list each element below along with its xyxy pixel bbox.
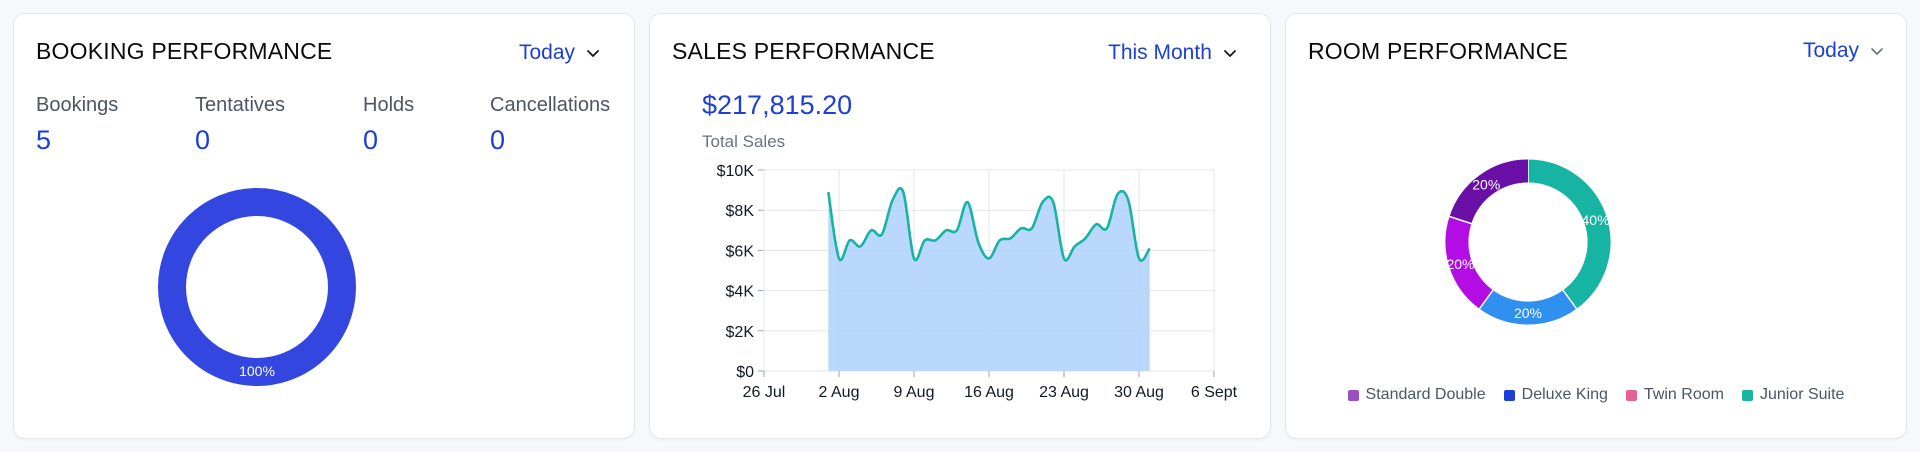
x-tick-label: 6 Sept [1191, 384, 1238, 401]
chevron-down-icon [587, 50, 599, 57]
x-tick-label: 23 Aug [1039, 384, 1089, 401]
stat-tentatives: Tentatives 0 [195, 94, 285, 156]
stat-label: Tentatives [195, 94, 286, 116]
legend-swatch [1503, 389, 1515, 401]
booking-filter-dropdown[interactable]: Today [519, 41, 601, 65]
donut-segment [1479, 289, 1577, 325]
legend-item-deluxe-king[interactable]: Deluxe King [1503, 386, 1608, 404]
y-tick-label: $10K [717, 163, 755, 180]
room-legend: Standard Double Deluxe King Twin Room Ju… [1286, 386, 1906, 404]
y-tick-label: $2K [726, 324, 755, 341]
legend-label: Standard Double [1365, 386, 1486, 403]
donut-segment [1445, 216, 1494, 309]
sales-performance-card: SALES PERFORMANCE This Month $217,815.20… [649, 13, 1271, 439]
room-donut-chart: 40% 20% 20% 20% [1445, 159, 1611, 325]
booking-performance-card: BOOKING PERFORMANCE Today Bookings 5 Ten… [13, 13, 635, 439]
y-tick-label: $0 [736, 364, 754, 381]
total-sales-value: $217,815.20 [702, 90, 853, 120]
donut-segment [1449, 159, 1529, 225]
legend-swatch [1347, 389, 1359, 401]
donut-percent-label: 100% [239, 363, 275, 379]
donut-percent-label: 40% [1582, 212, 1610, 228]
donut-percent-label: 20% [1472, 177, 1500, 193]
total-sales-label: Total Sales [702, 132, 786, 151]
chevron-down-icon [1871, 48, 1883, 55]
legend-label: Twin Room [1643, 386, 1724, 403]
stat-label: Holds [363, 94, 415, 116]
x-tick-label: 26 Jul [743, 384, 786, 401]
chevron-down-icon [1223, 50, 1236, 57]
sales-area-chart: $0 $2K $4K $6K $8K $10K 26 Jul 2 Aug 9 Aug 16 Aug… [717, 163, 1238, 401]
stat-value: 0 [195, 125, 211, 155]
donut-hole [1468, 182, 1588, 302]
legend-label: Junior Suite [1759, 386, 1845, 403]
room-filter-label: Today [1803, 39, 1860, 62]
stat-value: 0 [363, 125, 379, 155]
x-tick-label: 9 Aug [894, 384, 935, 401]
sales-filter-label: This Month [1108, 41, 1212, 64]
stat-value: 5 [36, 125, 52, 155]
stat-bookings: Bookings 5 [36, 94, 118, 156]
y-tick-label: $4K [726, 284, 755, 301]
sales-filter-dropdown[interactable]: This Month [1108, 41, 1238, 65]
legend-swatch [1625, 389, 1637, 401]
donut-segment [1527, 159, 1611, 309]
booking-filter-label: Today [519, 41, 576, 64]
donut-segment [158, 188, 356, 386]
legend-label: Deluxe King [1521, 386, 1608, 403]
room-filter-dropdown[interactable]: Today [1803, 39, 1885, 63]
y-tick-label: $6K [726, 243, 755, 260]
donut-percent-label: 20% [1514, 305, 1542, 321]
stat-value: 0 [490, 125, 506, 155]
sales-performance-title: SALES PERFORMANCE [672, 38, 935, 64]
y-tick-label: $8K [726, 203, 755, 220]
donut-percent-label: 20% [1446, 256, 1474, 272]
room-performance-title: ROOM PERFORMANCE [1308, 38, 1569, 64]
legend-item-standard-double[interactable]: Standard Double [1347, 386, 1486, 404]
booking-donut-chart: 100% [158, 188, 356, 386]
stat-holds: Holds 0 [363, 94, 414, 156]
legend-item-twin-room[interactable]: Twin Room [1625, 386, 1724, 404]
room-performance-card: ROOM PERFORMANCE Today 40% 20% 20% 20% Stan… [1285, 13, 1907, 439]
stat-cancellations: Cancellations 0 [490, 94, 610, 156]
x-tick-label: 30 Aug [1114, 384, 1164, 401]
x-tick-label: 2 Aug [819, 384, 860, 401]
stat-label: Cancellations [490, 94, 611, 116]
booking-performance-title: BOOKING PERFORMANCE [36, 38, 333, 64]
legend-swatch [1741, 389, 1753, 401]
legend-item-junior-suite[interactable]: Junior Suite [1741, 386, 1845, 404]
x-tick-label: 16 Aug [964, 384, 1014, 401]
stat-label: Bookings [36, 94, 119, 116]
